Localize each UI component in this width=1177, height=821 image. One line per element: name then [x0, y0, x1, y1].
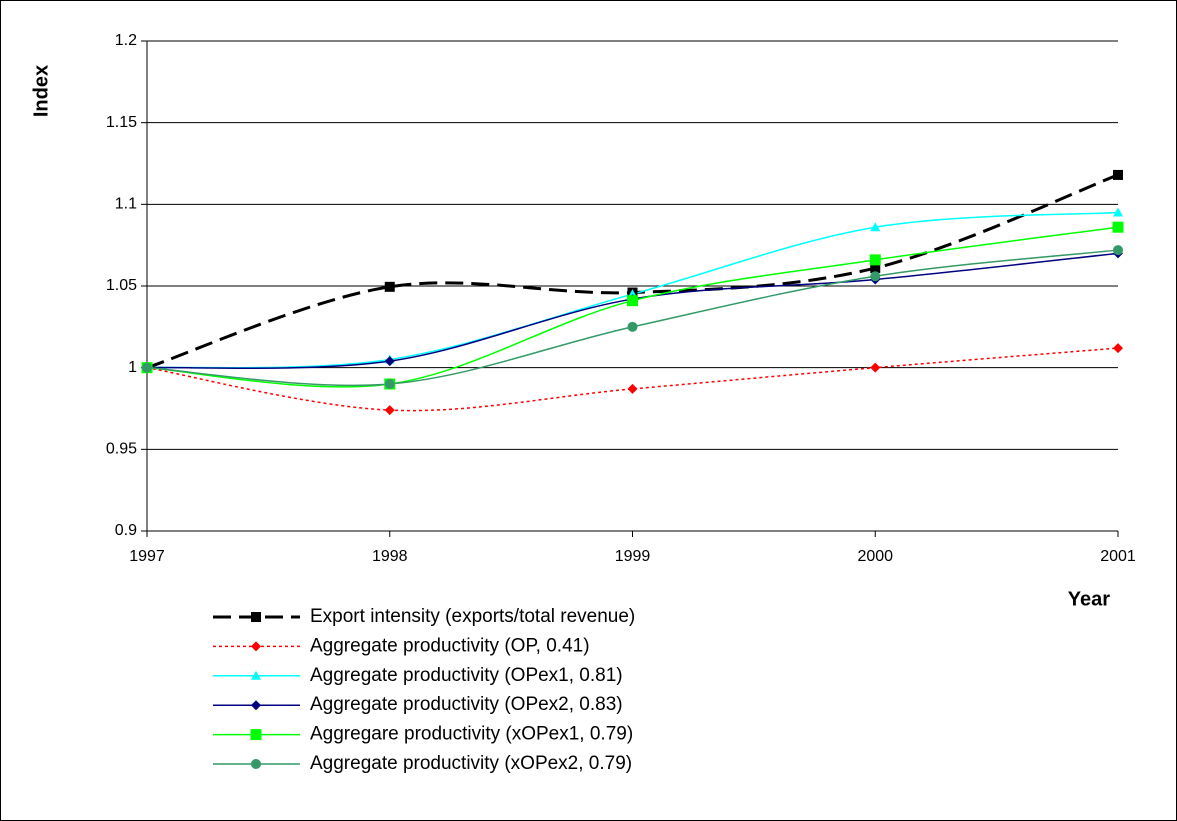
marker [870, 271, 881, 282]
y-tick-label: 1.15 [106, 114, 137, 131]
y-tick-label: 0.95 [106, 441, 137, 458]
legend-marker [251, 670, 261, 680]
legend-marker [250, 729, 262, 741]
x-tick-label: 2001 [1100, 548, 1136, 565]
marker [384, 379, 395, 389]
legend-label: Export intensity (exports/total revenue) [310, 606, 635, 627]
y-tick-label: 1 [128, 359, 137, 376]
marker [870, 362, 881, 373]
legend-label: Aggregare productivity (xOPex1, 0.79) [310, 724, 633, 745]
legend-marker [251, 612, 261, 622]
marker [1113, 207, 1123, 217]
marker [142, 362, 152, 373]
marker [1113, 245, 1123, 256]
marker [1113, 169, 1123, 180]
marker [870, 222, 881, 232]
marker [384, 356, 395, 367]
x-tick-label: 1997 [129, 548, 165, 565]
y-tick-label: 1.05 [106, 277, 137, 294]
marker [1113, 343, 1123, 354]
marker [627, 295, 638, 307]
marker [627, 383, 638, 394]
x-axis-title: Year [1068, 588, 1110, 610]
marker [870, 263, 881, 274]
y-tick-label: 1.1 [115, 196, 137, 213]
x-tick-label: 1999 [615, 548, 651, 565]
legend-label: Aggregate productivity (OPex1, 0.81) [310, 665, 623, 686]
x-tick-label: 1998 [372, 548, 408, 565]
series-line [146, 347, 1119, 412]
legend-label: Aggregate productivity (xOPex2, 0.79) [310, 753, 632, 774]
y-tick-label: 1.2 [115, 32, 137, 49]
x-tick-label: 2000 [857, 548, 893, 565]
legend-label: Aggregate productivity (OPex2, 0.83) [310, 694, 623, 715]
marker [627, 321, 638, 332]
legend-marker [251, 641, 261, 652]
legend-marker [251, 700, 261, 711]
legend-marker [251, 759, 261, 769]
marker [384, 281, 395, 292]
marker [1112, 221, 1124, 233]
y-tick-label: 0.9 [115, 522, 137, 539]
y-axis-title: Index [30, 65, 52, 117]
marker [869, 254, 881, 266]
marker [384, 405, 395, 416]
legend-label: Aggregate productivity (OP, 0.41) [310, 635, 590, 656]
